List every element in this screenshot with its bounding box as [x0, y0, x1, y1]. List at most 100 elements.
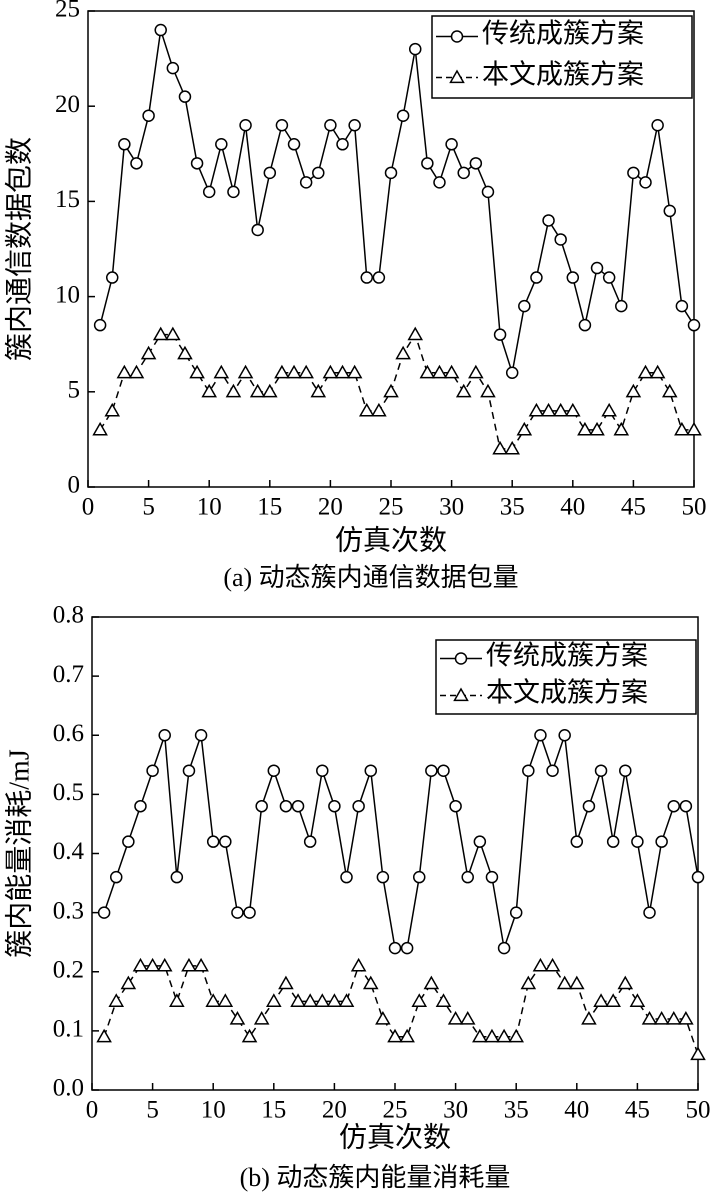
marker	[322, 364, 339, 379]
marker	[338, 993, 355, 1007]
marker	[433, 176, 446, 189]
marker	[108, 993, 125, 1007]
marker	[468, 364, 484, 379]
marker	[581, 1011, 597, 1025]
marker	[594, 764, 608, 777]
x-tick-label: 5	[142, 494, 155, 521]
marker	[544, 957, 561, 972]
x-tick-label: 20	[318, 494, 343, 521]
marker	[350, 957, 367, 972]
marker	[275, 118, 289, 132]
marker	[435, 993, 452, 1007]
marker	[362, 975, 379, 990]
marker	[314, 993, 331, 1007]
marker	[485, 870, 499, 884]
marker	[408, 42, 422, 56]
x-tick-label: 0	[86, 1097, 99, 1124]
x-tick-label: 25	[383, 1097, 408, 1124]
marker	[122, 835, 135, 848]
marker	[142, 109, 155, 122]
y-tick-label: 0.6	[53, 720, 84, 747]
marker	[663, 204, 677, 218]
marker	[231, 906, 244, 919]
marker	[395, 345, 411, 360]
marker	[302, 993, 318, 1007]
x-tick-label: 35	[500, 494, 525, 521]
marker	[132, 957, 149, 972]
marker	[267, 764, 281, 777]
marker	[437, 764, 450, 777]
caption: (b) 动态簇内能量消耗量	[240, 1163, 511, 1192]
marker	[665, 1011, 682, 1025]
marker	[156, 957, 173, 972]
marker	[472, 1028, 488, 1043]
marker	[691, 870, 705, 884]
marker	[375, 1011, 391, 1025]
marker	[358, 402, 375, 417]
marker	[602, 271, 616, 284]
marker	[194, 729, 208, 742]
marker	[540, 402, 557, 417]
marker	[340, 870, 353, 884]
marker	[593, 993, 609, 1007]
marker	[384, 166, 398, 180]
marker	[274, 364, 290, 379]
marker	[360, 271, 374, 284]
marker	[505, 366, 519, 380]
marker	[116, 364, 133, 379]
marker	[109, 870, 123, 884]
marker	[558, 729, 571, 742]
marker	[679, 799, 693, 813]
marker	[181, 957, 197, 972]
marker	[625, 383, 642, 398]
marker	[352, 799, 365, 813]
marker	[104, 402, 121, 417]
marker	[346, 364, 363, 379]
marker	[213, 364, 230, 379]
marker	[552, 402, 569, 417]
x-tick-label: 15	[261, 1097, 286, 1124]
marker	[637, 364, 654, 379]
marker	[326, 993, 343, 1007]
marker	[134, 799, 147, 813]
marker	[455, 383, 472, 398]
marker	[201, 383, 217, 398]
marker	[263, 166, 277, 180]
marker	[396, 109, 410, 122]
marker	[473, 835, 487, 848]
marker	[605, 993, 621, 1007]
marker	[578, 318, 592, 332]
marker	[554, 233, 567, 246]
marker	[189, 364, 205, 379]
marker	[97, 906, 111, 919]
marker	[154, 23, 167, 37]
marker	[165, 326, 181, 341]
marker	[509, 906, 523, 919]
marker	[372, 271, 386, 284]
marker	[253, 1011, 270, 1025]
marker	[324, 118, 337, 132]
marker	[287, 138, 301, 151]
marker	[291, 799, 305, 813]
legend-marker	[449, 69, 465, 84]
marker	[278, 975, 294, 990]
marker	[577, 421, 593, 436]
marker	[447, 1011, 464, 1025]
y-tick-label: 0.4	[53, 838, 85, 865]
marker	[582, 799, 596, 813]
marker	[334, 364, 351, 379]
marker	[627, 166, 640, 180]
marker	[690, 1046, 706, 1061]
marker	[639, 176, 652, 189]
y-axis-label: 簇内通信数据包数	[3, 137, 35, 361]
marker	[251, 223, 264, 237]
marker	[229, 1011, 246, 1025]
series-line	[99, 332, 694, 450]
legend-label: 传统成簇方案	[486, 641, 648, 671]
marker	[225, 383, 242, 398]
marker	[534, 729, 547, 742]
y-axis-label: 簇内能量消耗/mJ	[3, 749, 35, 958]
marker	[407, 326, 424, 341]
marker	[520, 975, 537, 990]
series-line	[103, 964, 699, 1055]
